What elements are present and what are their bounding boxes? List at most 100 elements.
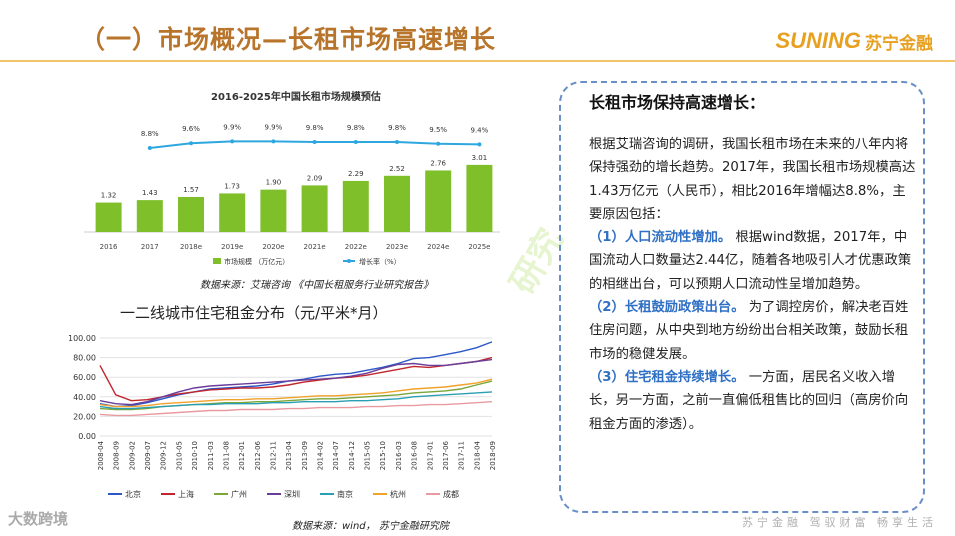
legend-label: 广州: [231, 489, 247, 499]
y-tick-label: 100.00: [68, 334, 96, 343]
series-line-南京: [99, 391, 493, 410]
x-tick-label: 2022e: [345, 243, 367, 251]
growth-point: [353, 140, 358, 144]
x-tick-label: 2017-01: [426, 441, 434, 470]
growth-label: 9.6%: [182, 125, 200, 133]
legend-label: 北京: [125, 489, 141, 499]
x-tick-label: 2009-07: [144, 441, 152, 470]
y-tick-label: 60.00: [73, 373, 96, 382]
bar-2016: [95, 202, 122, 232]
suning-logo: SUNING 苏宁金融: [775, 28, 933, 54]
series-line-深圳: [99, 358, 493, 406]
x-tick-label: 2017: [141, 243, 159, 251]
bar-2023e: [384, 175, 410, 232]
point3-body: 一方面，居民名义收入增长，另一方面，之前一直偏低租售比的回归（高房价向租金方面的…: [589, 369, 909, 432]
bar-label: 3.01: [472, 154, 488, 162]
x-tick-label: 2014-07: [332, 441, 340, 470]
x-tick-label: 2012-06: [254, 440, 262, 470]
x-tick-label: 2023e: [386, 243, 408, 251]
x-tick-label: 2011-08: [222, 441, 230, 470]
summary-panel: [559, 81, 925, 513]
growth-point: [436, 141, 441, 146]
y-tick-label: 20.00: [73, 412, 96, 421]
growth-point: [477, 142, 482, 147]
growth-label: 9.8%: [388, 124, 406, 132]
y-tick-label: 0.00: [78, 432, 96, 441]
x-tick-label: 2009-12: [160, 441, 168, 470]
growth-point: [230, 139, 235, 144]
x-tick-label: 2024e: [427, 243, 449, 251]
growth-point: [189, 141, 193, 146]
legend-bar-swatch: [213, 258, 221, 264]
bar-2018e: [178, 196, 204, 232]
x-tick-label: 2012-01: [238, 441, 246, 470]
x-tick-label: 2019e: [221, 243, 243, 251]
x-tick-label: 2015-10: [379, 441, 387, 470]
bar-2025e: [466, 164, 493, 232]
bar-2024e: [425, 170, 452, 232]
x-tick-label: 2010-05: [175, 441, 183, 470]
footer-brand: 大数跨境: [8, 510, 69, 528]
chart2-source: 数据来源：wind， 苏宁金融研究院: [292, 521, 449, 532]
x-tick-label: 2012-11: [269, 441, 277, 470]
legend-bar-label: 市场规模 （万亿元）: [224, 257, 289, 266]
bar-label: 2.29: [348, 170, 364, 178]
bar-2021e: [301, 185, 328, 232]
x-tick-label: 2016-08: [411, 441, 419, 470]
x-tick-label: 2013-09: [301, 441, 309, 470]
x-tick-label: 2009-02: [128, 441, 136, 470]
bar-label: 2.76: [430, 159, 446, 167]
logo-en: SUNING: [775, 28, 861, 53]
point2-body: 为了调控房价，解决老百姓住房问题，从中央到地方纷纷出台相关政策，鼓励长租市场的稳…: [589, 300, 909, 362]
bar-label: 2.09: [307, 174, 323, 182]
x-tick-label: 2013-04: [285, 440, 293, 470]
legend-line-marker: [347, 259, 351, 263]
bar-2017: [136, 200, 163, 232]
growth-label: 9.4%: [471, 126, 489, 134]
x-tick-label: 2010-10: [191, 441, 199, 470]
series-line-上海: [99, 356, 493, 402]
growth-point: [271, 139, 276, 144]
panel-intro: 根据艾瑞咨询的调研，我国长租市场在未来的八年内将保持强劲的增长趋势。2017年，…: [589, 137, 916, 222]
y-tick-label: 40.00: [73, 393, 96, 402]
panel-title: 长租市场保持高速增长：: [589, 93, 766, 112]
x-tick-label: 2017-11: [458, 441, 466, 470]
growth-point: [395, 140, 399, 144]
series-line-杭州: [99, 378, 493, 408]
x-tick-label: 2015-05: [364, 441, 372, 470]
chart2-title: 一二线城市住宅租金分布（元/平米*月）: [120, 304, 388, 322]
growth-label: 9.9%: [223, 123, 241, 131]
bar-label: 1.90: [266, 179, 282, 187]
point1-body: 根据wind数据，2017年，中国流动人口数量达2.44亿，随着各地吸引人才优惠…: [589, 230, 912, 292]
x-tick-label: 2011-03: [207, 441, 215, 470]
growth-point: [312, 140, 317, 144]
bar-label: 1.32: [101, 192, 117, 200]
legend-label: 深圳: [284, 489, 300, 499]
growth-label: 9.8%: [306, 124, 324, 132]
x-tick-label: 2008-09: [113, 441, 121, 470]
x-tick-label: 2014-12: [348, 441, 356, 470]
footer-slogan: 苏宁金融 驾驭财富 畅享生活: [742, 516, 937, 529]
bar-label: 1.43: [142, 189, 158, 197]
x-tick-label: 2008-04: [97, 440, 105, 470]
legend-label: 成都: [443, 489, 459, 499]
page-title: （一）市场概况—长租市场高速增长: [80, 25, 497, 54]
point2-heading: （2）长租鼓励政策出台。: [589, 300, 745, 316]
point3-heading: （3）住宅租金持续增长。: [589, 369, 745, 385]
logo-cn: 苏宁金融: [865, 33, 933, 54]
growth-label: 9.8%: [347, 124, 365, 132]
x-tick-label: 2016: [100, 243, 118, 251]
x-tick-label: 2014-02: [317, 441, 325, 470]
x-tick-label: 2016-03: [395, 441, 403, 470]
bar-label: 1.57: [183, 186, 199, 194]
x-tick-label: 2018-04: [473, 440, 481, 470]
series-line-成都: [99, 401, 493, 417]
legend-label: 杭州: [390, 489, 406, 499]
x-tick-label: 2018-09: [489, 441, 497, 470]
header-divider: [0, 60, 955, 62]
growth-label: 9.9%: [265, 123, 283, 131]
legend-line-label: 增长率（%）: [359, 257, 401, 266]
x-tick-label: 2021e: [304, 243, 326, 251]
